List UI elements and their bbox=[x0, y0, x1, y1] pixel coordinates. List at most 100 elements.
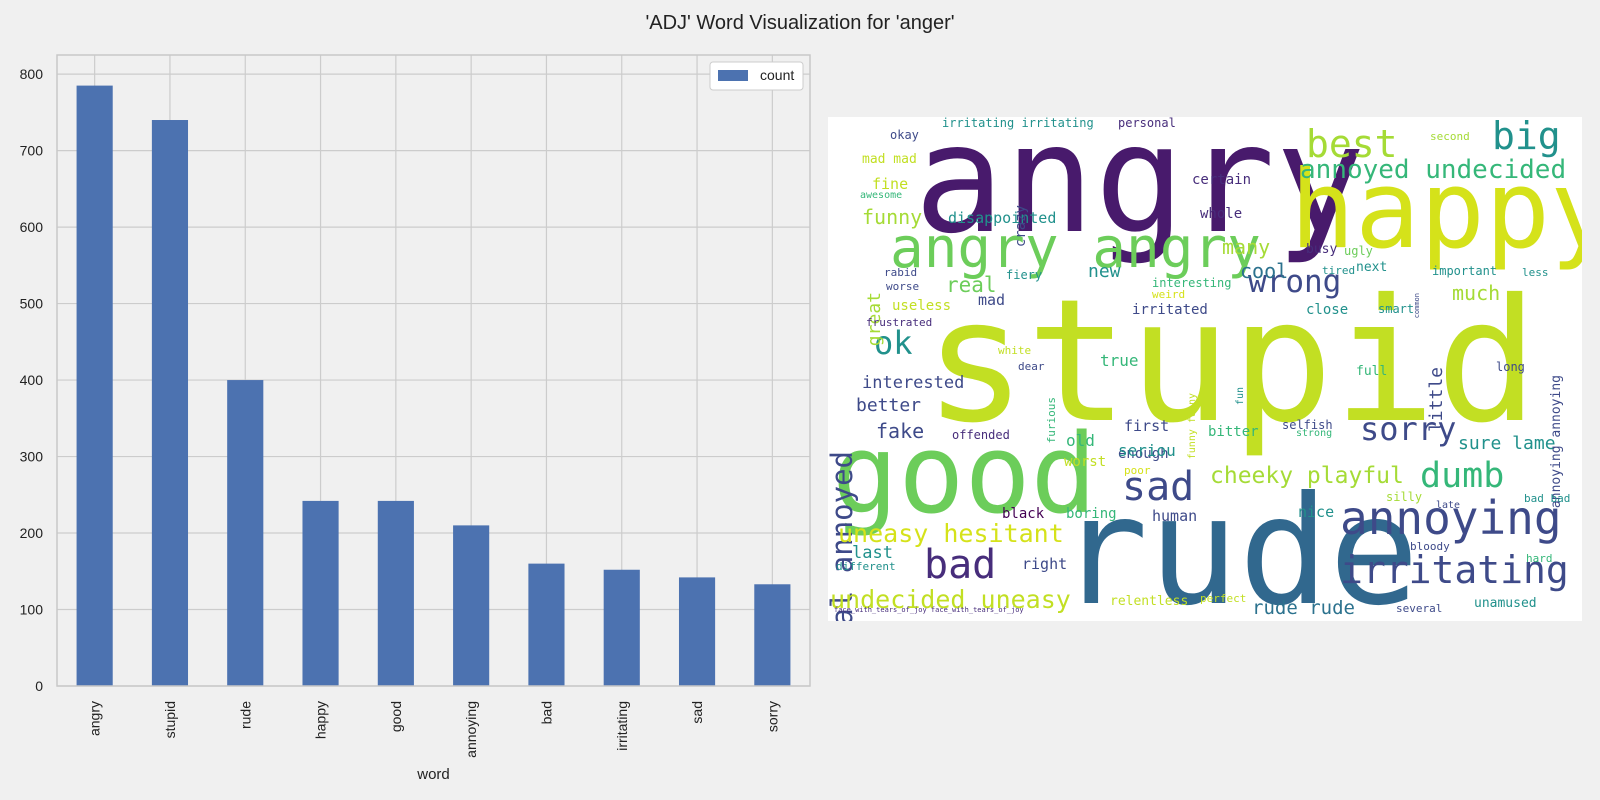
cloud-word: many bbox=[1222, 235, 1271, 259]
cloud-word: rude bbox=[1058, 465, 1420, 621]
plot-frame bbox=[56, 54, 811, 687]
cloud-word: irritating bbox=[1340, 548, 1569, 592]
cloud-word: white bbox=[998, 344, 1032, 357]
y-tick-label: 800 bbox=[20, 66, 44, 82]
cloud-word: much bbox=[1452, 281, 1501, 305]
cloud-word: next bbox=[1356, 260, 1388, 275]
cloud-word: uneasy hesitant bbox=[838, 519, 1064, 548]
cloud-word: face_with_tears_of_joy face_with_tears_o… bbox=[834, 606, 1024, 614]
y-tick-label: 500 bbox=[20, 296, 44, 312]
cloud-word: full bbox=[1356, 364, 1388, 379]
cloud-word: little bbox=[1426, 367, 1447, 433]
cloud-word: poor bbox=[1124, 464, 1151, 477]
cloud-word: fiery bbox=[1006, 268, 1043, 282]
cloud-word: different bbox=[836, 560, 896, 573]
cloud-word: boring bbox=[1066, 506, 1117, 522]
cloud-word: bad bbox=[924, 542, 997, 588]
legend-label: count bbox=[760, 67, 794, 83]
cloud-word: enough bbox=[1118, 446, 1169, 462]
cloud-word: stupid bbox=[924, 263, 1539, 461]
x-tick-label: happy bbox=[313, 701, 329, 739]
cloud-word: silly bbox=[1386, 490, 1423, 504]
cloud-word: tired bbox=[1322, 264, 1356, 277]
y-tick-label: 600 bbox=[20, 219, 44, 235]
legend-swatch bbox=[718, 70, 748, 81]
cloud-word: bad bad bbox=[1524, 492, 1571, 505]
cloud-word: useless bbox=[892, 298, 952, 314]
cloud-word: last bbox=[852, 543, 893, 563]
cloud-word: rabid bbox=[884, 266, 918, 279]
x-tick-label: stupid bbox=[162, 701, 178, 738]
cloud-word: worse bbox=[886, 280, 920, 293]
cloud-word: fake bbox=[876, 419, 925, 443]
x-tick-label: angry bbox=[87, 701, 103, 736]
bar-irritating bbox=[603, 569, 640, 686]
cloud-word: crazy bbox=[1013, 205, 1029, 248]
y-tick-label: 300 bbox=[20, 449, 44, 465]
y-tick-label: 700 bbox=[20, 143, 44, 159]
cloud-word: old bbox=[1066, 431, 1095, 450]
cloud-word: hard bbox=[1526, 552, 1553, 565]
cloud-word: angry angry bbox=[890, 216, 1261, 281]
cloud-word: common bbox=[1413, 293, 1421, 319]
cloud-word: cheeky playful bbox=[1210, 463, 1404, 489]
legend-box bbox=[709, 61, 804, 91]
cloud-word: annoyed undecided bbox=[1300, 155, 1567, 185]
y-tick-label: 0 bbox=[35, 678, 43, 694]
cloud-word: okay bbox=[890, 128, 919, 142]
cloud-word: worst bbox=[1064, 454, 1107, 470]
cloud-word: seriou bbox=[1118, 441, 1176, 460]
cloud-word: better bbox=[856, 395, 922, 416]
cloud-word: interesting bbox=[1152, 276, 1232, 290]
cloud-word: perfect bbox=[1200, 592, 1247, 605]
cloud-word: cool bbox=[1240, 259, 1289, 283]
cloud-word: happy bbox=[1290, 148, 1582, 273]
cloud-word: sure lame bbox=[1458, 433, 1556, 454]
cloud-word: frustrated bbox=[866, 316, 933, 329]
cloud-word: annoying bbox=[1340, 491, 1562, 545]
cloud-word: important bbox=[1432, 264, 1498, 278]
figure-title: 'ADJ' Word Visualization for 'anger' bbox=[645, 12, 955, 34]
y-tick-label: 100 bbox=[20, 602, 44, 618]
cloud-word: unamused bbox=[1474, 596, 1537, 611]
cloud-word: mad bbox=[978, 291, 1006, 309]
cloud-word: strong bbox=[1296, 428, 1333, 439]
bar-stupid bbox=[151, 120, 189, 686]
cloud-word: big bbox=[1492, 117, 1561, 158]
cloud-word: rude rude bbox=[1252, 597, 1355, 619]
cloud-word: right bbox=[1022, 555, 1068, 573]
cloud-word: wrong bbox=[1248, 264, 1342, 300]
cloud-word: bloody bbox=[1410, 540, 1450, 553]
bar-sad bbox=[678, 577, 716, 686]
x-tick-label: sorry bbox=[764, 701, 780, 732]
x-tick-label: sad bbox=[689, 701, 705, 724]
cloud-word: first bbox=[1124, 417, 1170, 435]
cloud-word: nice bbox=[1298, 503, 1335, 521]
cloud-word: real bbox=[946, 273, 997, 297]
cloud-word: bitter bbox=[1208, 424, 1259, 440]
cloud-word: busy bbox=[1306, 242, 1338, 257]
cloud-word: furious bbox=[1045, 397, 1058, 444]
cloud-word: human bbox=[1152, 507, 1198, 525]
cloud-word: new bbox=[1088, 261, 1121, 282]
cloud-word: fun bbox=[1235, 387, 1246, 406]
bar-chart: 0 100 200 300 400 500 600 700 800 angry stupid rude… bbox=[20, 54, 811, 783]
cloud-word: angry bbox=[914, 117, 1366, 267]
cloud-word: second bbox=[1430, 130, 1470, 143]
cloud-word: ok bbox=[874, 324, 913, 362]
cloud-word: funny bbox=[862, 205, 923, 229]
cloud-word: selfish bbox=[1282, 418, 1333, 432]
cloud-word: funny funny bbox=[1187, 393, 1198, 460]
x-tick-label: good bbox=[388, 701, 404, 732]
cloud-word: irritating irritating bbox=[942, 117, 1094, 130]
cloud-word: dumb bbox=[1420, 456, 1505, 496]
x-axis-label: word bbox=[416, 766, 450, 783]
bar-annoying bbox=[453, 525, 490, 686]
cloud-word: fine bbox=[872, 175, 909, 193]
cloud-word: dear bbox=[1018, 360, 1045, 373]
cloud-word: close bbox=[1306, 302, 1349, 318]
cloud-word: irritated bbox=[1132, 302, 1208, 318]
cloud-word: ugly bbox=[1344, 244, 1373, 258]
cloud-word: whole bbox=[1200, 206, 1243, 222]
